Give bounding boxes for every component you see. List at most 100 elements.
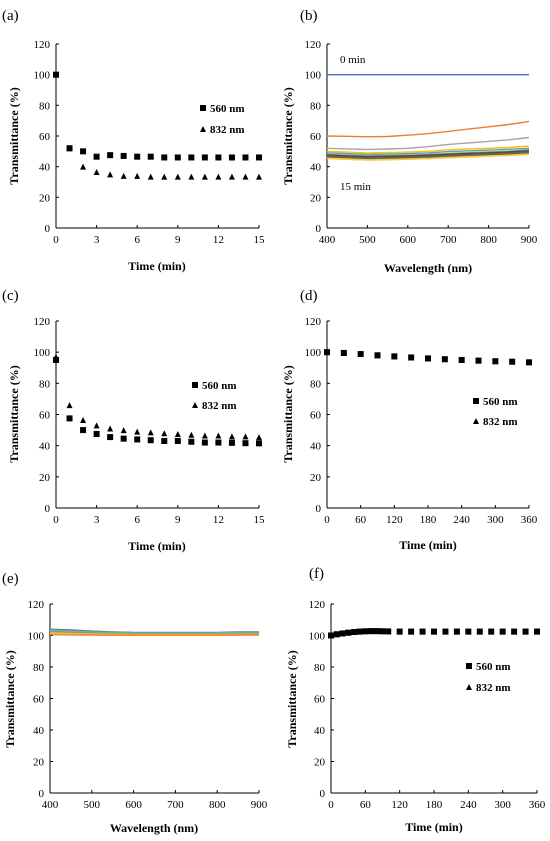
data-point-square — [215, 154, 222, 161]
panel-e-tag: (e) — [2, 571, 19, 587]
data-point-triangle — [408, 628, 415, 635]
x-axis-label: Time (min) — [128, 259, 185, 273]
data-point-triangle — [328, 632, 334, 639]
data-point-triangle — [458, 356, 465, 363]
panel-a-tag: (a) — [2, 8, 19, 24]
panel-b: (b) 0 20 40 60 80 100 120 400 500 600 700 800 900 Wa… — [281, 8, 538, 275]
legend-label-832: 832 nm — [483, 416, 518, 428]
data-point-triangle — [228, 173, 235, 180]
data-point-triangle — [476, 628, 483, 635]
series-line-6 — [326, 150, 530, 158]
data-point-square — [215, 439, 222, 446]
y-tick-label: 20 — [314, 757, 326, 769]
data-point-triangle — [385, 628, 392, 635]
data-point-triangle — [66, 145, 73, 152]
series-line-5 — [326, 149, 530, 157]
panel-e: (e) 0 20 40 60 80 100 120 400 500 600 700 800 900 Wa… — [2, 571, 268, 835]
data-point-triangle — [93, 422, 100, 429]
series-line-4 — [326, 147, 530, 156]
data-point-triangle — [201, 432, 208, 439]
x-tick-label: 0 — [328, 799, 334, 811]
data-point-triangle — [80, 416, 87, 423]
data-point-triangle — [256, 434, 262, 441]
legend-label-560: 560 nm — [202, 380, 237, 392]
data-point-triangle — [215, 432, 222, 439]
data-point-square — [242, 440, 249, 447]
legend-marker-triangle — [466, 684, 472, 690]
y-tick-label: 40 — [314, 725, 326, 737]
x-tick-label: 900 — [521, 234, 538, 246]
y-tick-label: 100 — [28, 631, 45, 643]
x-tick-label: 120 — [386, 514, 403, 526]
data-point-triangle — [53, 71, 59, 78]
data-point-triangle — [368, 628, 375, 635]
x-axis-label: Wavelength (nm) — [110, 821, 198, 835]
x-tick-label: 180 — [426, 799, 443, 811]
y-tick-label: 80 — [314, 662, 326, 674]
data-point-square — [147, 153, 154, 160]
series-line-15 — [326, 153, 530, 161]
panel-f-tag: (f) — [309, 566, 324, 582]
data-point-square — [80, 427, 87, 434]
y-tick-label: 100 — [305, 70, 322, 82]
y-tick-label: 40 — [39, 162, 51, 174]
data-point-triangle — [356, 628, 363, 635]
data-point-triangle — [174, 173, 181, 180]
data-point-triangle — [419, 628, 426, 635]
data-point-square — [107, 152, 114, 159]
annotation-15min: 15 min — [340, 181, 371, 193]
x-tick-label: 9 — [175, 514, 181, 526]
legend-label-560: 560 nm — [483, 396, 518, 408]
y-tick-label: 40 — [310, 162, 322, 174]
data-point-triangle — [465, 628, 472, 635]
data-point-triangle — [324, 349, 330, 356]
y-tick-label: 80 — [39, 378, 51, 390]
data-point-square — [134, 153, 141, 160]
legend-label-832: 832 nm — [210, 124, 245, 136]
y-tick-label: 80 — [39, 100, 51, 112]
x-tick-label: 400 — [319, 234, 336, 246]
data-point-triangle — [408, 354, 415, 361]
data-point-triangle — [431, 628, 437, 635]
legend-label-560: 560 nm — [210, 103, 245, 115]
data-point-triangle — [161, 430, 168, 437]
x-tick-label: 0 — [324, 514, 330, 526]
x-tick-label: 700 — [167, 799, 184, 811]
y-tick-label: 60 — [39, 131, 51, 143]
legend-marker-triangle — [200, 126, 206, 132]
data-point-triangle — [526, 359, 532, 366]
data-point-triangle — [499, 628, 506, 635]
data-point-square — [174, 437, 181, 444]
x-tick-label: 240 — [460, 799, 477, 811]
data-point-square — [201, 439, 208, 446]
y-axis-label: Transmittance (%) — [7, 87, 21, 184]
data-point-triangle — [242, 173, 249, 180]
y-axis-label: Transmittance (%) — [285, 650, 299, 747]
data-point-square — [228, 439, 235, 446]
legend-label-560: 560 nm — [476, 661, 511, 673]
data-point-triangle — [66, 402, 73, 409]
y-tick-label: 60 — [33, 694, 45, 706]
data-point-triangle — [340, 349, 347, 356]
data-point-triangle — [425, 355, 431, 362]
x-tick-label: 600 — [125, 799, 142, 811]
series-line-5 — [49, 634, 259, 636]
y-tick-label: 0 — [316, 223, 322, 235]
y-tick-label: 0 — [316, 503, 322, 515]
x-tick-label: 700 — [440, 234, 457, 246]
panel-c-tag: (c) — [2, 288, 19, 304]
data-point-triangle — [373, 628, 380, 635]
legend-marker-square — [200, 105, 206, 111]
panel-a: (a) 0 20 40 60 80 100 120 0 3 6 9 12 15 Time (min) T… — [2, 8, 265, 273]
data-point-triangle — [134, 172, 141, 179]
data-point-triangle — [522, 628, 529, 635]
data-point-triangle — [357, 351, 364, 358]
data-point-triangle — [391, 353, 398, 360]
x-tick-label: 500 — [359, 234, 376, 246]
data-point-square — [107, 434, 114, 441]
data-point-square — [134, 436, 141, 443]
legend-label-832: 832 nm — [476, 682, 511, 694]
data-point-square — [93, 430, 100, 437]
data-point-square — [53, 356, 59, 363]
data-point-square — [80, 148, 87, 155]
